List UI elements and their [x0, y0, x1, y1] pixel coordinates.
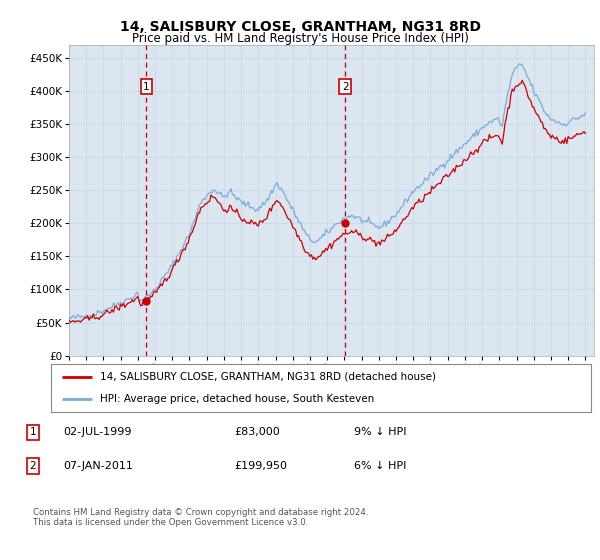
Text: £83,000: £83,000 [234, 427, 280, 437]
FancyBboxPatch shape [51, 364, 591, 412]
Text: Contains HM Land Registry data © Crown copyright and database right 2024.
This d: Contains HM Land Registry data © Crown c… [33, 508, 368, 528]
Text: 14, SALISBURY CLOSE, GRANTHAM, NG31 8RD: 14, SALISBURY CLOSE, GRANTHAM, NG31 8RD [119, 20, 481, 34]
Text: 2: 2 [29, 461, 37, 471]
Text: 14, SALISBURY CLOSE, GRANTHAM, NG31 8RD (detached house): 14, SALISBURY CLOSE, GRANTHAM, NG31 8RD … [100, 372, 436, 382]
Text: 02-JUL-1999: 02-JUL-1999 [63, 427, 131, 437]
Text: HPI: Average price, detached house, South Kesteven: HPI: Average price, detached house, Sout… [100, 394, 374, 404]
Text: 07-JAN-2011: 07-JAN-2011 [63, 461, 133, 471]
Text: 9% ↓ HPI: 9% ↓ HPI [354, 427, 407, 437]
Text: 6% ↓ HPI: 6% ↓ HPI [354, 461, 406, 471]
Text: Price paid vs. HM Land Registry's House Price Index (HPI): Price paid vs. HM Land Registry's House … [131, 32, 469, 45]
Text: 1: 1 [143, 82, 150, 92]
Text: 1: 1 [29, 427, 37, 437]
Text: 2: 2 [342, 82, 349, 92]
Text: £199,950: £199,950 [234, 461, 287, 471]
